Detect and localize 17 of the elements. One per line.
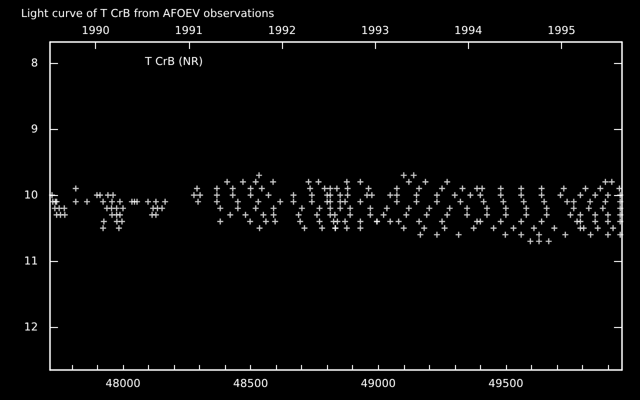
x2-tick-label: 1995 — [547, 24, 576, 37]
x2-tick-label: 1990 — [82, 24, 110, 37]
x-tick-label: 48000 — [106, 377, 140, 390]
y-tick-label: 10 — [24, 188, 38, 202]
chart-title: Light curve of T CrB from AFOEV observations — [21, 7, 274, 20]
y-tick-label: 9 — [31, 122, 38, 136]
x2-tick-label: 1993 — [361, 24, 390, 37]
y-tick-label: 11 — [24, 254, 38, 268]
annotation: T CrB (NR) — [144, 55, 203, 68]
x-tick-label: 49000 — [360, 377, 396, 390]
y-tick-label: 8 — [31, 56, 38, 70]
y-tick-label: 12 — [24, 320, 38, 334]
x2-tick-label: 1991 — [174, 24, 203, 37]
x2-tick-label: 1992 — [268, 24, 296, 37]
x-tick-label: 48500 — [233, 377, 268, 390]
x-tick-label: 49500 — [488, 377, 524, 390]
x2-tick-label: 1994 — [454, 24, 482, 37]
